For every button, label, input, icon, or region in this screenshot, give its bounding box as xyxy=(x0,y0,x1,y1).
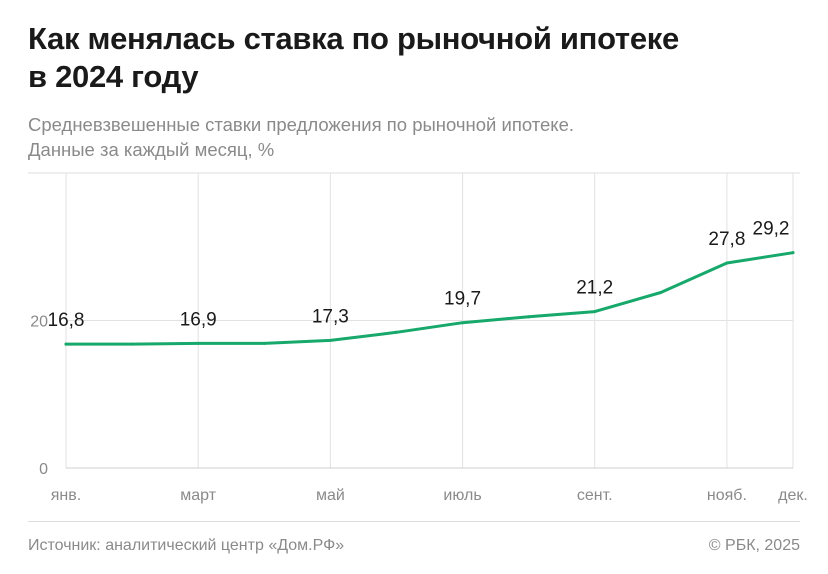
series-line xyxy=(64,251,795,346)
chart-title-line-1: Как менялась ставка по рыночной ипотеке xyxy=(28,21,679,56)
data-point-1 xyxy=(130,342,134,346)
source-note: Источник: аналитический центр «Дом.РФ» xyxy=(28,537,345,554)
chart-subtitle-line-1: Средневзвешенные ставки предложения по р… xyxy=(28,114,575,135)
x-tick-label-6: июль xyxy=(443,487,481,504)
data-label-6: 19,7 xyxy=(444,289,481,310)
data-point-11 xyxy=(791,251,795,255)
data-label-4: 17,3 xyxy=(312,306,349,327)
x-tick-label-2: март xyxy=(180,487,216,504)
y-tick-label-20: 20 xyxy=(30,314,48,331)
chart-title: Как менялась ставка по рыночной ипотеке … xyxy=(28,20,808,96)
x-tick-label-0: янв. xyxy=(51,487,81,504)
chart-subtitle: Средневзвешенные ставки предложения по р… xyxy=(28,112,808,162)
data-label-8: 21,2 xyxy=(576,278,613,299)
data-point-5 xyxy=(394,330,398,334)
copyright-note: © РБК, 2025 xyxy=(708,537,800,554)
y-tick-label-0: 0 xyxy=(39,461,48,478)
data-point-7 xyxy=(527,315,531,319)
data-label-11: 29,2 xyxy=(753,219,790,240)
data-point-9 xyxy=(659,290,663,294)
chart-title-line-2: в 2024 году xyxy=(28,59,199,94)
data-point-8 xyxy=(593,310,597,314)
data-point-10 xyxy=(725,261,729,265)
x-tick-label-8: сент. xyxy=(577,487,613,504)
chart-subtitle-line-2: Данные за каждый месяц, % xyxy=(28,139,275,160)
data-point-3 xyxy=(262,341,266,345)
footer-divider xyxy=(28,521,800,522)
x-tick-label-11: дек. xyxy=(778,487,808,504)
data-label-0: 16,8 xyxy=(48,310,85,331)
data-point-0 xyxy=(64,342,68,346)
data-label-10: 27,8 xyxy=(708,229,745,250)
x-tick-label-10: нояб. xyxy=(707,487,747,504)
data-point-6 xyxy=(461,321,465,325)
data-point-4 xyxy=(328,338,332,342)
data-label-2: 16,9 xyxy=(180,309,217,330)
x-tick-label-4: май xyxy=(316,487,345,504)
data-point-2 xyxy=(196,341,200,345)
